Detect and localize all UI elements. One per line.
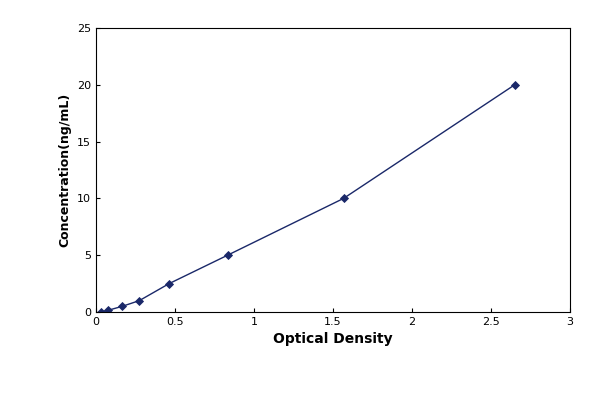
X-axis label: Optical Density: Optical Density	[273, 332, 393, 346]
Y-axis label: Concentration(ng/mL): Concentration(ng/mL)	[58, 93, 71, 247]
